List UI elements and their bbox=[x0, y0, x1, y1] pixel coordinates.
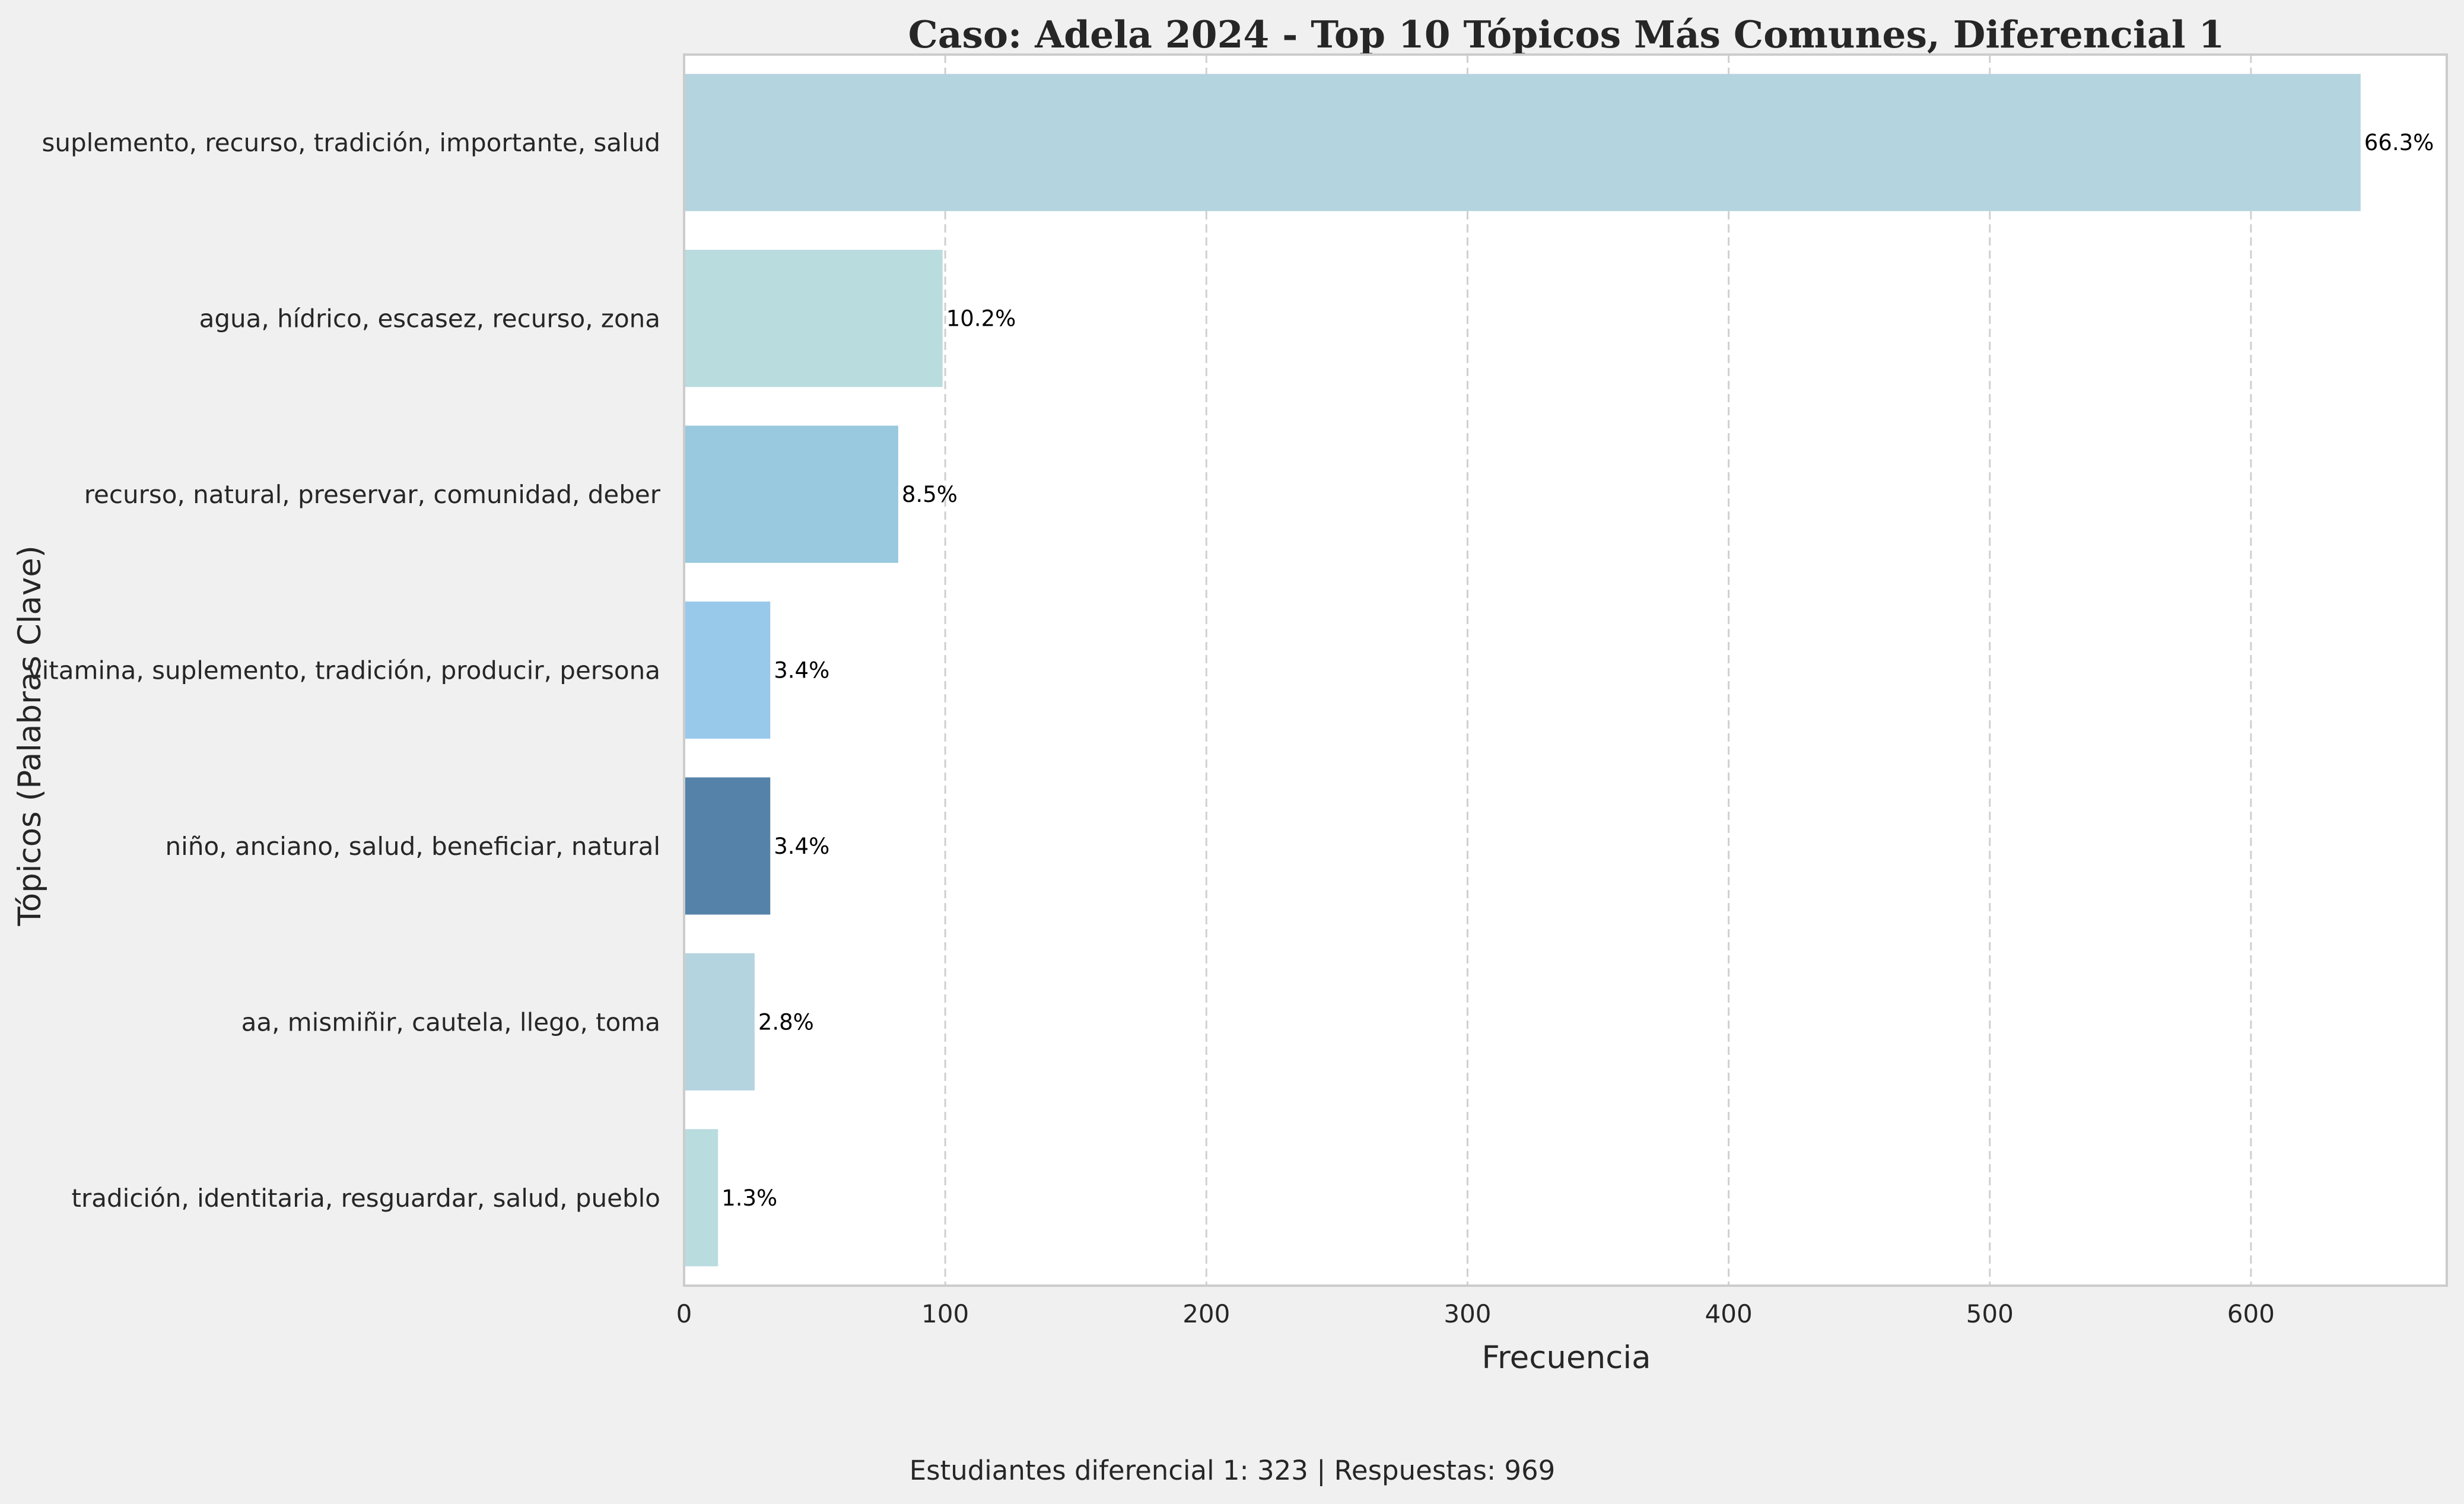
y-category-label: suplemento, recurso, tradición, importan… bbox=[42, 128, 660, 157]
y-category-label: niño, anciano, salud, beneficiar, natura… bbox=[166, 832, 660, 861]
y-category-label: tradición, identitaria, resguardar, salu… bbox=[72, 1184, 660, 1213]
bars: 66.3% 10.2% 8.5% 3.4% 3.4% 2.8% 1.3% bbox=[684, 74, 2434, 1267]
bar-data-label: 10.2% bbox=[946, 306, 1016, 332]
x-axis-title: Frecuencia bbox=[1481, 1340, 1651, 1376]
bar bbox=[684, 74, 2361, 211]
x-axis-ticks: 0 100 200 300 400 500 600 bbox=[676, 1299, 2275, 1328]
bar bbox=[684, 250, 943, 387]
bar bbox=[684, 1129, 718, 1267]
bar-data-label: 1.3% bbox=[721, 1185, 777, 1211]
plot-area bbox=[684, 55, 2447, 1286]
x-tick-label: 500 bbox=[1966, 1299, 2014, 1328]
y-category-label: agua, hídrico, escasez, recurso, zona bbox=[199, 304, 660, 333]
bar bbox=[684, 777, 771, 915]
x-tick-label: 300 bbox=[1444, 1299, 1491, 1328]
bar-data-label: 3.4% bbox=[774, 658, 829, 683]
x-tick-label: 0 bbox=[676, 1299, 692, 1328]
footnote: Estudiantes diferencial 1: 323 | Respues… bbox=[910, 1455, 1556, 1486]
x-tick-label: 100 bbox=[921, 1299, 969, 1328]
plot-frame bbox=[683, 53, 2448, 1287]
y-category-label: aa, mismiñir, cautela, llego, toma bbox=[241, 1007, 660, 1036]
y-category-label: recurso, natural, preservar, comunidad, … bbox=[84, 480, 661, 509]
chart-title: Caso: Adela 2024 - Top 10 Tópicos Más Co… bbox=[908, 12, 2225, 56]
bar-data-label: 3.4% bbox=[774, 834, 829, 859]
y-axis-title: Tópicos (Palabras Clave) bbox=[12, 545, 48, 926]
bar bbox=[684, 953, 755, 1090]
bar-data-label: 66.3% bbox=[2364, 130, 2434, 155]
gridlines bbox=[944, 55, 2252, 1286]
bar-data-label: 2.8% bbox=[758, 1009, 814, 1035]
y-category-label: vitamina, suplemento, tradición, produci… bbox=[27, 656, 660, 685]
x-tick-label: 600 bbox=[2227, 1299, 2275, 1328]
x-tick-label: 400 bbox=[1705, 1299, 1753, 1328]
bar bbox=[684, 425, 898, 563]
y-axis-categories: suplemento, recurso, tradición, importan… bbox=[27, 128, 661, 1213]
bar-data-label: 8.5% bbox=[902, 482, 958, 507]
bar bbox=[684, 601, 771, 739]
x-tick-label: 200 bbox=[1182, 1299, 1230, 1328]
